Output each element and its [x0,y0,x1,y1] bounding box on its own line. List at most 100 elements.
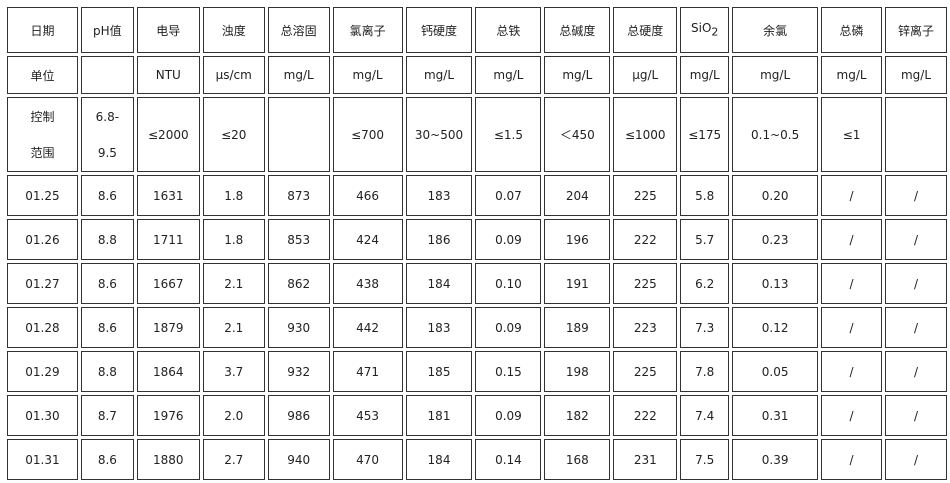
line-text: 控制 [30,109,55,124]
value-cell: 184 [405,263,473,304]
value-cell: / [885,439,947,480]
value-cell: 1864 [136,351,200,392]
value-cell: 3.7 [202,351,265,392]
value-cell: 8.6 [80,263,134,304]
value-cell: 1880 [136,439,200,480]
unit-cell: mg/L [821,56,883,94]
value-cell: 0.09 [475,395,542,436]
value-cell: 5.7 [680,219,730,260]
date-cell: 01.31 [7,439,78,480]
value-cell: 2.1 [202,307,265,348]
unit-cell [80,56,134,94]
date-cell: 01.29 [7,351,78,392]
control-label-cell: 控制 范围 [7,97,78,172]
value-cell: 222 [613,219,678,260]
date-cell: 01.27 [7,263,78,304]
value-cell: 0.09 [475,219,542,260]
value-cell: 2.1 [202,263,265,304]
value-cell: 198 [544,351,611,392]
value-cell: 932 [267,351,330,392]
value-cell: 0.05 [732,351,819,392]
value-cell: 2.7 [202,439,265,480]
control-cell: ≤700 [332,97,403,172]
header-cell: pH值 [80,7,134,53]
unit-row: 单位 NTU μs/cm mg/L mg/L mg/L mg/L mg/L μg/L mg/L mg… [7,56,947,94]
value-cell: 181 [405,395,473,436]
header-cell: SiO2 [680,7,730,53]
value-cell: 471 [332,351,403,392]
table-row: 01.30 8.7 1976 2.0 986 453 181 0.09 182 222 7.4 0.3… [7,395,947,436]
value-cell: / [885,351,947,392]
unit-cell: 单位 [7,56,78,94]
control-cell: ≤175 [680,97,730,172]
header-cell: 总磷 [821,7,883,53]
unit-cell: mg/L [405,56,473,94]
value-cell: 7.3 [680,307,730,348]
value-cell: 0.23 [732,219,819,260]
unit-cell: NTU [136,56,200,94]
value-cell: 1631 [136,175,200,216]
value-cell: 8.6 [80,307,134,348]
table-row: 01.28 8.6 1879 2.1 930 442 183 0.09 189 223 7.3 0.1… [7,307,947,348]
value-cell: / [885,175,947,216]
value-cell: 853 [267,219,330,260]
control-cell: 0.1~0.5 [732,97,819,172]
value-cell: 442 [332,307,403,348]
line-text: 9.5 [97,145,117,160]
header-cell: 氯离子 [332,7,403,53]
value-cell: / [821,439,883,480]
table-row: 01.25 8.6 1631 1.8 873 466 183 0.07 204 225 5.8 0.2… [7,175,947,216]
value-cell: 1711 [136,219,200,260]
value-cell: 0.39 [732,439,819,480]
header-cell: 总硬度 [613,7,678,53]
value-cell: / [821,263,883,304]
value-cell: 191 [544,263,611,304]
value-cell: 185 [405,351,473,392]
value-cell: 466 [332,175,403,216]
value-cell: 7.8 [680,351,730,392]
value-cell: 186 [405,219,473,260]
header-row: 日期 pH值 电导 浊度 总溶固 氯离子 钙硬度 总铁 总碱度 总硬度 SiO2 余氯 总磷 锌离子 [7,7,947,53]
value-cell: 1667 [136,263,200,304]
date-cell: 01.25 [7,175,78,216]
value-cell: 453 [332,395,403,436]
value-cell: 225 [613,263,678,304]
value-cell: 1.8 [202,219,265,260]
table-row: 01.27 8.6 1667 2.1 862 438 184 0.10 191 225 6.2 0.1… [7,263,947,304]
unit-cell: mg/L [732,56,819,94]
value-cell: 231 [613,439,678,480]
value-cell: 0.20 [732,175,819,216]
value-cell: 2.0 [202,395,265,436]
control-range-row: 控制 范围 6.8- 9.5 ≤2000 ≤20 ≤700 30~500 ≤1.5 ＜450 ≤10… [7,97,947,172]
unit-cell: mg/L [332,56,403,94]
value-cell: / [821,351,883,392]
value-cell: 182 [544,395,611,436]
control-cell [885,97,947,172]
header-cell: 浊度 [202,7,265,53]
value-cell: 0.31 [732,395,819,436]
value-cell: 1.8 [202,175,265,216]
value-cell: / [821,395,883,436]
value-cell: 196 [544,219,611,260]
value-cell: 225 [613,175,678,216]
value-cell: 940 [267,439,330,480]
value-cell: 0.15 [475,351,542,392]
value-cell: 0.12 [732,307,819,348]
value-cell: 470 [332,439,403,480]
control-cell: ≤1 [821,97,883,172]
unit-cell: μg/L [613,56,678,94]
line-text: 6.8- [95,109,120,124]
unit-cell: mg/L [475,56,542,94]
value-cell: 7.5 [680,439,730,480]
value-cell: 183 [405,307,473,348]
value-cell: 8.6 [80,439,134,480]
control-cell: ＜450 [544,97,611,172]
unit-cell: μs/cm [202,56,265,94]
value-cell: 1976 [136,395,200,436]
value-cell: 222 [613,395,678,436]
header-cell: 电导 [136,7,200,53]
value-cell: / [821,219,883,260]
date-cell: 01.30 [7,395,78,436]
value-cell: / [885,395,947,436]
control-cell: ≤1.5 [475,97,542,172]
